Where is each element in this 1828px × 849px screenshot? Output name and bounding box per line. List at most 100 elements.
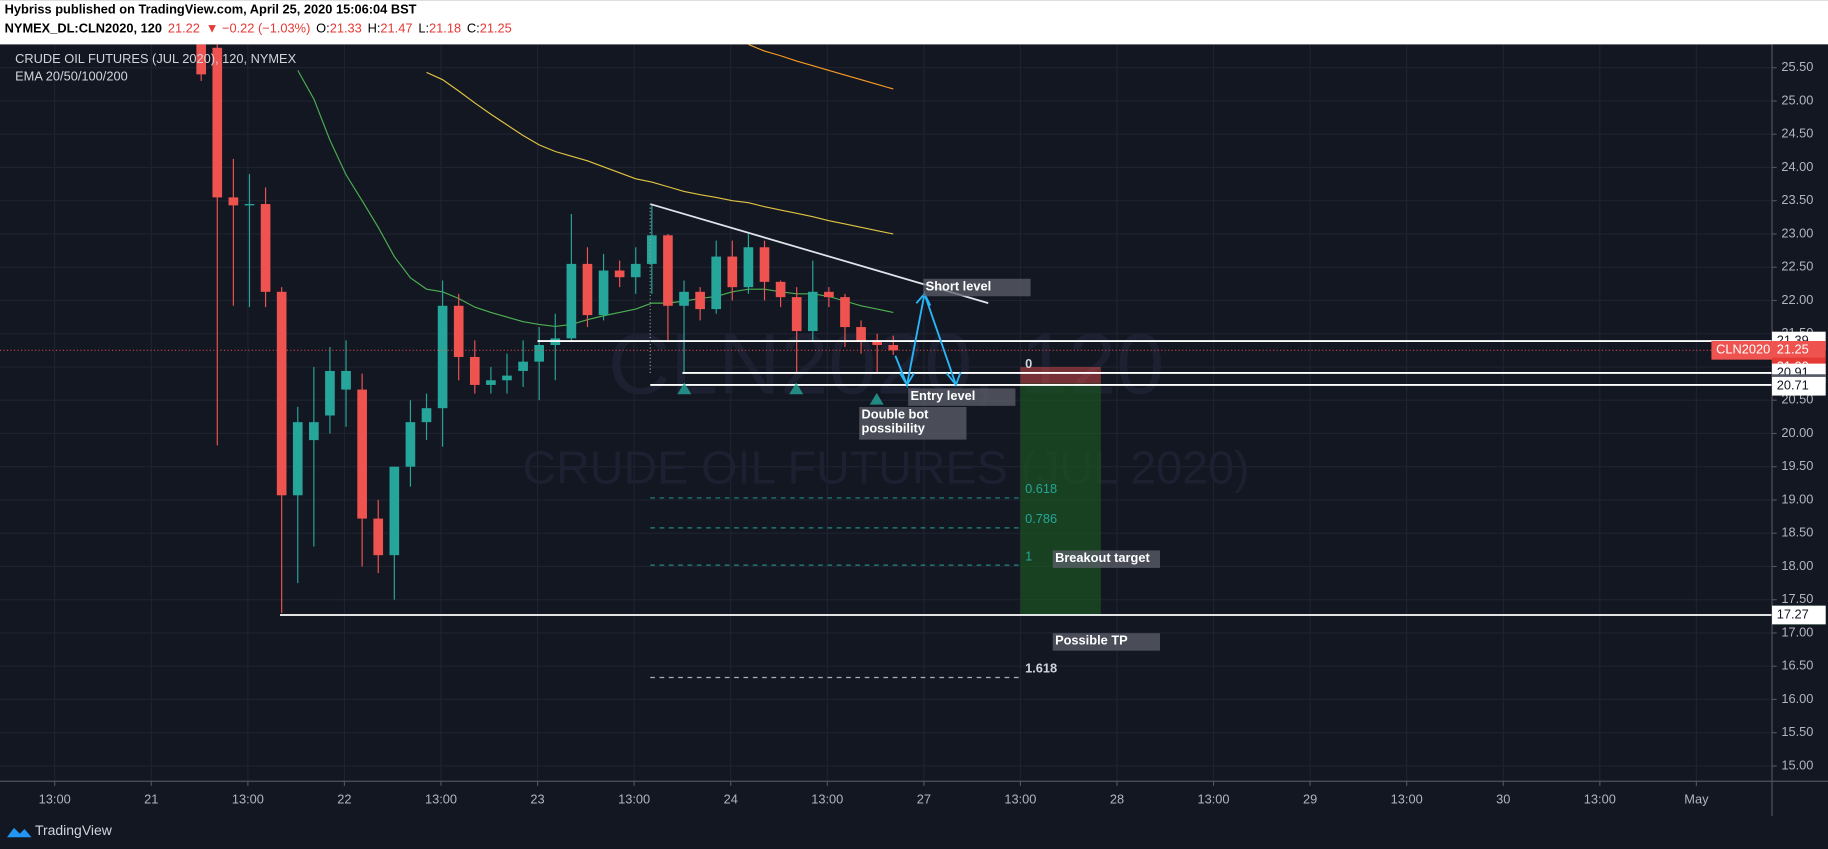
price-tag-label: 20.71 bbox=[1777, 378, 1809, 393]
y-tick-label: 23.00 bbox=[1781, 225, 1813, 240]
candle-body bbox=[228, 197, 239, 206]
candle-body bbox=[212, 47, 223, 198]
price-tag-label: 17.27 bbox=[1777, 606, 1809, 621]
watermark-name: CRUDE OIL FUTURES (JUL 2020) bbox=[522, 441, 1249, 493]
pattern-marker bbox=[677, 382, 692, 395]
candle-body bbox=[647, 235, 657, 264]
candle-body bbox=[840, 297, 850, 328]
ohlc-value: 21.18 bbox=[429, 21, 461, 36]
candle-body bbox=[502, 375, 512, 381]
x-tick-label: 28 bbox=[1110, 791, 1124, 806]
header-bar bbox=[0, 0, 1828, 45]
candle-body bbox=[518, 361, 528, 371]
candle-body bbox=[759, 247, 770, 282]
y-tick-label: 22.00 bbox=[1781, 292, 1813, 307]
symbol-line: NYMEX_DL:CLN2020, 120 21.22 ▼ −0.22 (−1.03… bbox=[5, 21, 512, 36]
note-text: possibility bbox=[862, 421, 926, 436]
x-tick-label: 13:00 bbox=[1198, 791, 1230, 806]
pattern-marker bbox=[789, 382, 804, 395]
target-zone bbox=[1020, 383, 1101, 615]
candle-body bbox=[309, 422, 319, 441]
y-tick-label: 25.00 bbox=[1781, 92, 1813, 107]
ohlc-value: 21.47 bbox=[380, 21, 412, 36]
ema-line bbox=[748, 44, 894, 90]
symbol-tag bbox=[1711, 341, 1773, 360]
candle-body bbox=[244, 204, 255, 206]
last-price: 21.22 bbox=[168, 21, 200, 36]
candle-body bbox=[357, 389, 367, 519]
ema-line bbox=[297, 70, 894, 327]
y-tick-label: 15.00 bbox=[1781, 757, 1813, 772]
x-tick-label: 13:00 bbox=[1391, 791, 1423, 806]
y-tick-label: 16.00 bbox=[1781, 691, 1813, 706]
candle-body bbox=[695, 291, 705, 310]
note-text: Possible TP bbox=[1055, 633, 1128, 648]
x-tick-label: 13:00 bbox=[232, 791, 264, 806]
candle-body bbox=[711, 256, 722, 310]
x-tick-label: 13:00 bbox=[425, 791, 457, 806]
y-tick-label: 17.50 bbox=[1781, 591, 1813, 606]
x-tick-label: 24 bbox=[724, 791, 738, 806]
arrow-head bbox=[899, 372, 915, 387]
y-tick-label: 24.00 bbox=[1781, 159, 1813, 174]
x-tick-label: 27 bbox=[917, 791, 931, 806]
arrow-head bbox=[945, 371, 962, 387]
fib-label: 0.618 bbox=[1025, 481, 1057, 496]
fib-label: 1.618 bbox=[1025, 661, 1057, 676]
scenario-arrow bbox=[894, 290, 957, 389]
candle-body bbox=[292, 422, 303, 496]
ohlc-value: 21.25 bbox=[480, 21, 512, 36]
ohlc-label: C: bbox=[467, 21, 480, 36]
price-tag bbox=[1772, 341, 1826, 360]
candle-body bbox=[663, 235, 673, 306]
grid bbox=[0, 44, 1773, 782]
y-tick-label: 25.50 bbox=[1781, 59, 1813, 74]
candle-body bbox=[437, 305, 448, 409]
y-tick-label: 15.50 bbox=[1781, 724, 1813, 739]
candle-body bbox=[389, 466, 400, 556]
x-tick-label: 21 bbox=[144, 791, 158, 806]
publisher: Hybriss published on TradingView.com, Ap… bbox=[5, 2, 417, 17]
indicator-legend: EMA 20/50/100/200 bbox=[15, 68, 128, 83]
y-tick-label: 19.00 bbox=[1781, 491, 1813, 506]
candle-body bbox=[453, 305, 464, 357]
ohlc-label: L: bbox=[418, 21, 429, 36]
stop-zone bbox=[1020, 366, 1101, 384]
candle-body bbox=[775, 281, 786, 298]
axes: 15.00 15.50 16.00 16.50 17.00 17.50 18.00 18.50… bbox=[39, 59, 1826, 806]
candle-body bbox=[325, 370, 335, 416]
ohlc-value: 21.33 bbox=[330, 21, 362, 36]
candle-body bbox=[598, 270, 609, 316]
x-tick-label: 13:00 bbox=[39, 791, 71, 806]
brand: TradingView bbox=[35, 822, 113, 838]
candle-body bbox=[614, 270, 625, 278]
y-tick-label: 22.50 bbox=[1781, 259, 1813, 274]
candle-body bbox=[888, 345, 899, 351]
plot: 0 0.618 0.786 1 1.618 bbox=[0, 44, 1773, 679]
publisher-text: Hybriss published on TradingView.com, Ap… bbox=[5, 2, 417, 17]
fib-label: 1 bbox=[1025, 548, 1032, 563]
candle-body bbox=[566, 263, 577, 339]
x-tick-label: 23 bbox=[530, 791, 544, 806]
symbol-tag-label: CLN2020 bbox=[1716, 342, 1770, 357]
price-tag bbox=[1772, 376, 1826, 396]
x-tick-label: 13:00 bbox=[811, 791, 843, 806]
price-tag-label: 21.25 bbox=[1777, 342, 1809, 357]
ema-line bbox=[426, 71, 894, 235]
note-box bbox=[859, 407, 967, 440]
note-box bbox=[1052, 633, 1160, 651]
candle-body bbox=[727, 256, 738, 288]
candle-body bbox=[824, 291, 834, 298]
x-tick-label: 22 bbox=[337, 791, 351, 806]
note-box bbox=[908, 388, 1016, 406]
candle-body bbox=[872, 340, 882, 346]
candle-body bbox=[534, 345, 545, 362]
candle-body bbox=[791, 297, 802, 332]
y-tick-label: 23.50 bbox=[1781, 192, 1813, 207]
y-tick-label: 18.00 bbox=[1781, 558, 1813, 573]
overlay: Short level Entry level Double botpossibil… bbox=[677, 278, 1160, 651]
candle-body bbox=[405, 422, 416, 467]
candle-body bbox=[582, 263, 593, 316]
candle-body bbox=[856, 327, 866, 341]
